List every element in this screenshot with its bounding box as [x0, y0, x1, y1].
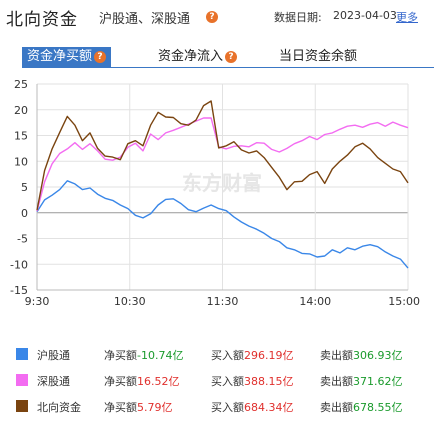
help-icon[interactable]: ?	[94, 50, 107, 63]
legend-buy: 买入额296.19亿	[211, 349, 294, 362]
tab-bar: 资金净买额? 资金净流入? 当日资金余额	[0, 42, 436, 68]
y-tick-label: 10	[14, 155, 28, 168]
page-subtitle: 沪股通、深股通	[99, 12, 191, 27]
help-icon[interactable]: ?	[206, 11, 218, 23]
x-tick-label: 15:00	[388, 295, 420, 308]
tab-daily-balance[interactable]: 当日资金余额	[279, 47, 357, 67]
y-tick-label: -15	[10, 284, 28, 297]
series-line	[36, 100, 409, 211]
legend-sell: 卖出额678.55亿	[320, 401, 403, 414]
legend-net: 净买额16.52亿	[104, 375, 180, 388]
legend-sell: 卖出额371.62亿	[320, 375, 403, 388]
y-tick-label: 20	[14, 104, 28, 117]
page-header: 北向资金 沪股通、深股通 ? 数据日期: 2023-04-03 更多	[0, 0, 436, 34]
tab-label: 当日资金余额	[279, 49, 358, 64]
more-link[interactable]: 更多	[396, 11, 418, 24]
y-tick-label: 0	[21, 207, 28, 220]
tab-net-buy[interactable]: 资金净买额?	[22, 47, 112, 67]
legend-swatch	[16, 374, 28, 386]
series-line	[36, 117, 409, 212]
x-tick-label: 11:30	[207, 295, 239, 308]
help-icon[interactable]: ?	[225, 50, 238, 63]
legend-net: 净买额-10.74亿	[104, 349, 184, 362]
legend-buy: 买入额684.34亿	[211, 401, 294, 414]
y-tick-label: -10	[10, 258, 28, 271]
x-tick-label: 10:30	[114, 295, 146, 308]
legend-row-north: 北向资金 净买额5.79亿 买入额684.34亿 卖出额678.55亿	[0, 396, 436, 416]
y-tick-label: 15	[14, 130, 28, 143]
legend-swatch	[16, 400, 28, 412]
legend-swatch	[16, 348, 28, 360]
series-line	[36, 180, 409, 269]
x-tick-label: 9:30	[25, 295, 50, 308]
legend-buy: 买入额388.15亿	[211, 375, 294, 388]
tab-net-inflow[interactable]: 资金净流入?	[158, 47, 238, 67]
y-tick-label: 25	[14, 78, 28, 91]
legend-name: 北向资金	[37, 401, 81, 414]
tab-label: 资金净买额	[27, 49, 93, 64]
legend-net: 净买额5.79亿	[104, 401, 173, 414]
y-tick-label: 5	[21, 181, 28, 194]
legend-name: 深股通	[37, 375, 70, 388]
data-date: 2023-04-03	[333, 9, 397, 22]
legend-sell: 卖出额306.93亿	[320, 349, 403, 362]
x-tick-label: 14:00	[299, 295, 331, 308]
date-label: 数据日期:	[274, 11, 322, 24]
legend-name: 沪股通	[37, 349, 70, 362]
legend-row-sh: 沪股通 净买额-10.74亿 买入额296.19亿 卖出额306.93亿	[0, 344, 436, 364]
tab-underline	[22, 67, 434, 68]
tab-label: 资金净流入	[158, 49, 224, 64]
legend-row-sz: 深股通 净买额16.52亿 买入额388.15亿 卖出额371.62亿	[0, 370, 436, 390]
y-tick-label: -5	[17, 233, 28, 246]
page-title: 北向资金	[6, 10, 78, 30]
